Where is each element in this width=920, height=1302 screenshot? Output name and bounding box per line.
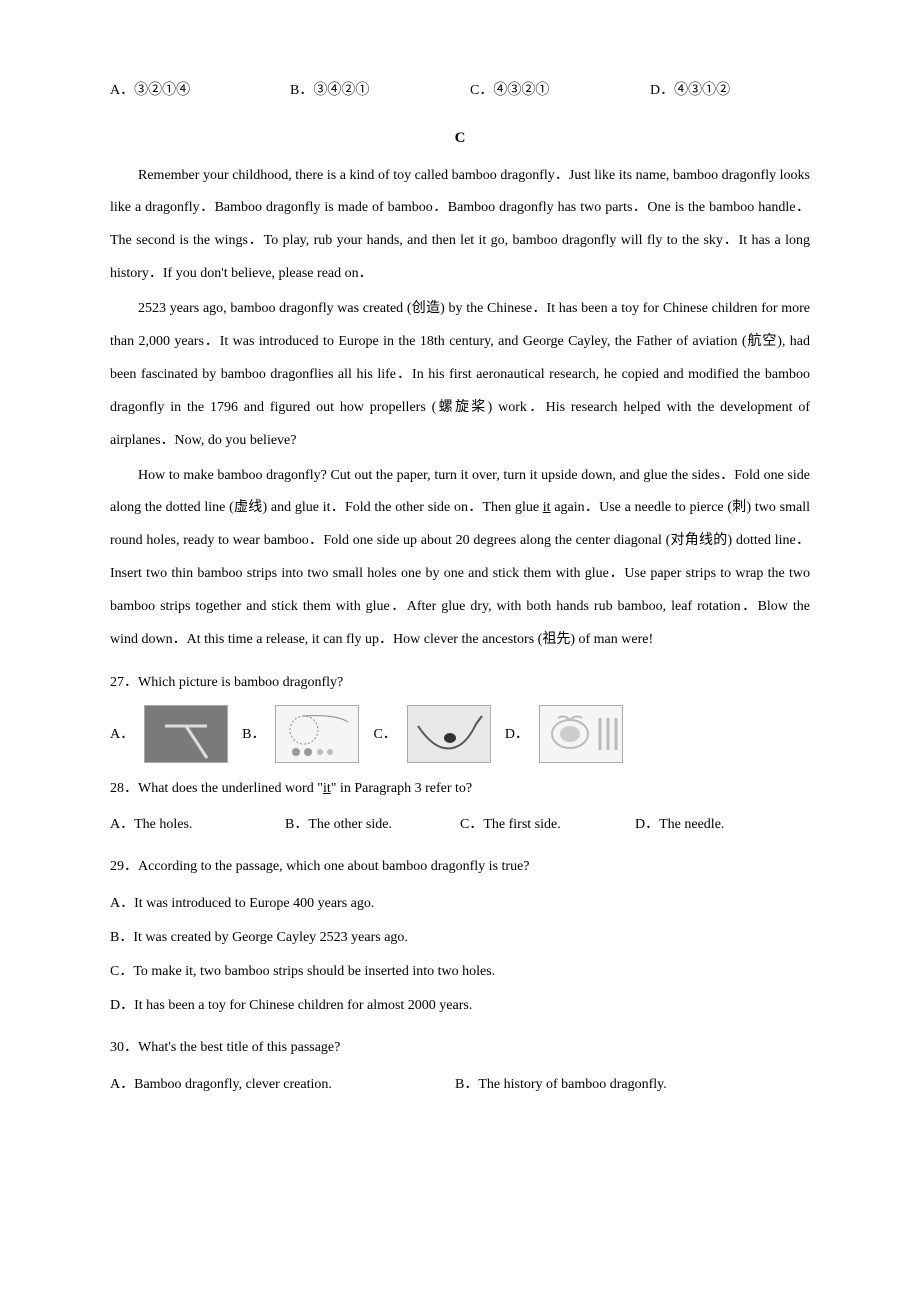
img-label-b: B． bbox=[242, 724, 265, 745]
q30-opt-a: A．Bamboo dragonfly, clever creation. bbox=[110, 1069, 455, 1101]
q28-options: A．The holes. B．The other side. C．The fir… bbox=[110, 809, 810, 841]
img-option-b: B． bbox=[242, 705, 359, 763]
question-29: 29．According to the passage, which one a… bbox=[110, 851, 810, 883]
img-label-d: D． bbox=[505, 724, 529, 745]
q28-opt-c: C．The first side. bbox=[460, 809, 635, 841]
q28-text-b: " in Paragraph 3 refer to? bbox=[331, 781, 472, 796]
q28-underline: it bbox=[323, 781, 331, 796]
q28-opt-d: D．The needle. bbox=[635, 809, 810, 841]
question-30: 30．What's the best title of this passage… bbox=[110, 1032, 810, 1064]
option-a: A．③②①④ bbox=[110, 80, 290, 101]
q29-opt-c: C．To make it, two bamboo strips should b… bbox=[110, 956, 810, 988]
question-28: 28．What does the underlined word "it" in… bbox=[110, 773, 810, 805]
q30-opt-b: B．The history of bamboo dragonfly. bbox=[455, 1069, 667, 1101]
top-option-row: A．③②①④ B．③④②① C．④③②① D．④③①② bbox=[110, 80, 810, 101]
img-option-c: C． bbox=[373, 705, 490, 763]
para3-text-b: again．Use a needle to pierce (刺) two sma… bbox=[110, 500, 810, 647]
para3-underline: it bbox=[543, 500, 551, 515]
q28-opt-a: A．The holes. bbox=[110, 809, 285, 841]
paragraph-1: Remember your childhood, there is a kind… bbox=[110, 160, 810, 292]
q28-opt-b: B．The other side. bbox=[285, 809, 460, 841]
q30-options: A．Bamboo dragonfly, clever creation. B．T… bbox=[110, 1069, 810, 1101]
img-label-a: A． bbox=[110, 724, 134, 745]
option-c: C．④③②① bbox=[470, 80, 650, 101]
img-box-b bbox=[275, 705, 359, 763]
img-option-d: D． bbox=[505, 705, 623, 763]
img-box-a bbox=[144, 705, 228, 763]
img-option-a: A． bbox=[110, 705, 228, 763]
section-title: C bbox=[110, 127, 810, 150]
img-box-c bbox=[407, 705, 491, 763]
q28-text-a: 28．What does the underlined word " bbox=[110, 781, 323, 796]
img-box-d bbox=[539, 705, 623, 763]
image-options-row: A． B． C． bbox=[110, 705, 810, 763]
option-b: B．③④②① bbox=[290, 80, 470, 101]
question-27: 27．Which picture is bamboo dragonfly? bbox=[110, 667, 810, 699]
q29-opt-a: A．It was introduced to Europe 400 years … bbox=[110, 888, 810, 920]
option-d: D．④③①② bbox=[650, 80, 810, 101]
img-label-c: C． bbox=[373, 724, 396, 745]
paragraph-2: 2523 years ago, bamboo dragonfly was cre… bbox=[110, 293, 810, 457]
paragraph-3: How to make bamboo dragonfly? Cut out th… bbox=[110, 460, 810, 657]
q29-opt-b: B．It was created by George Cayley 2523 y… bbox=[110, 922, 810, 954]
q29-opt-d: D．It has been a toy for Chinese children… bbox=[110, 990, 810, 1022]
